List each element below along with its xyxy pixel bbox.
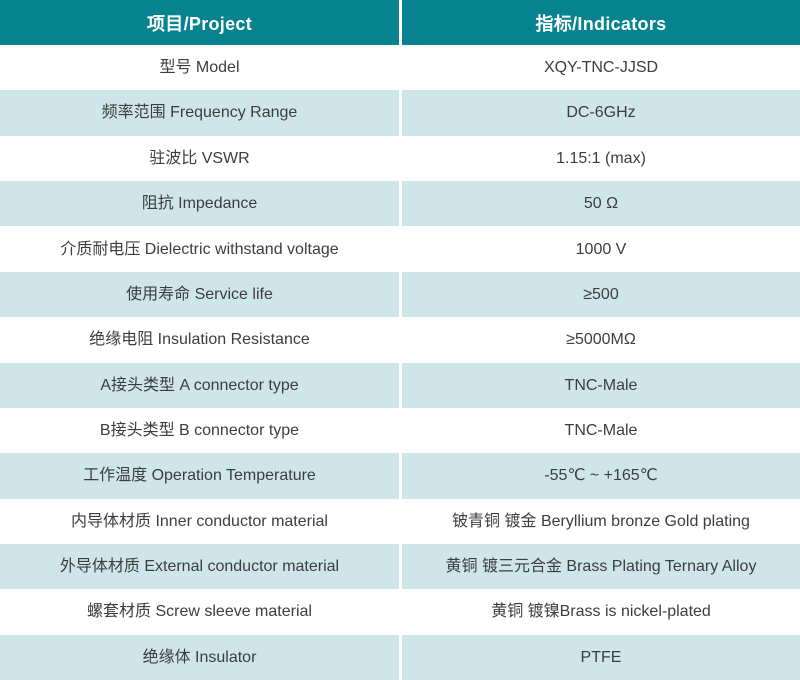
row-label: 外导体材质 External conductor material: [0, 543, 399, 590]
row-label: 使用寿命 Service life: [0, 271, 399, 318]
header-project-cell: 项目/Project: [0, 0, 399, 45]
row-value: XQY-TNC-JJSD: [402, 45, 800, 91]
table-row: 绝缘体 Insulator PTFE: [0, 634, 800, 680]
table-row: 阻抗 Impedance 50 Ω: [0, 181, 800, 227]
table-row: 频率范围 Frequency Range DC-6GHz: [0, 90, 800, 136]
row-value: 铍青铜 镀金 Beryllium bronze Gold plating: [402, 498, 800, 544]
table-header-row: 项目/Project 指标/Indicators: [0, 0, 800, 45]
row-value: -55℃ ~ +165℃: [402, 453, 800, 499]
row-value: 1.15:1 (max): [402, 135, 800, 182]
table-row: 驻波比 VSWR 1.15:1 (max): [0, 135, 800, 182]
table-row: 使用寿命 Service life ≥500: [0, 271, 800, 318]
table-row: 工作温度 Operation Temperature -55℃ ~ +165℃: [0, 453, 800, 499]
row-value: 黄铜 镀镍Brass is nickel-plated: [402, 589, 800, 635]
row-label: 介质耐电压 Dielectric withstand voltage: [0, 226, 399, 272]
row-value: ≥5000MΩ: [402, 317, 800, 363]
row-value: PTFE: [402, 634, 800, 680]
row-label: 频率范围 Frequency Range: [0, 90, 399, 136]
row-label: 工作温度 Operation Temperature: [0, 453, 399, 499]
row-value: DC-6GHz: [402, 90, 800, 136]
row-label: 绝缘体 Insulator: [0, 634, 399, 680]
row-value: 1000 V: [402, 226, 800, 272]
row-value: 50 Ω: [402, 181, 800, 227]
table-row: 型号 Model XQY-TNC-JJSD: [0, 45, 800, 91]
table-row: 介质耐电压 Dielectric withstand voltage 1000 …: [0, 226, 800, 272]
row-label: 阻抗 Impedance: [0, 181, 399, 227]
row-label: 螺套材质 Screw sleeve material: [0, 589, 399, 635]
table-row: 内导体材质 Inner conductor material 铍青铜 镀金 Be…: [0, 498, 800, 544]
table-row: 螺套材质 Screw sleeve material 黄铜 镀镍Brass is…: [0, 589, 800, 635]
row-label: 内导体材质 Inner conductor material: [0, 498, 399, 544]
row-value: ≥500: [402, 271, 800, 318]
row-label: B接头类型 B connector type: [0, 407, 399, 454]
row-label: 型号 Model: [0, 45, 399, 91]
row-label: A接头类型 A connector type: [0, 362, 399, 408]
row-value: 黄铜 镀三元合金 Brass Plating Ternary Alloy: [402, 543, 800, 590]
table-row: B接头类型 B connector type TNC-Male: [0, 407, 800, 454]
row-label: 绝缘电阻 Insulation Resistance: [0, 317, 399, 363]
table-row: 绝缘电阻 Insulation Resistance ≥5000MΩ: [0, 317, 800, 363]
header-indicators-cell: 指标/Indicators: [402, 0, 800, 45]
row-value: TNC-Male: [402, 407, 800, 454]
row-value: TNC-Male: [402, 362, 800, 408]
row-label: 驻波比 VSWR: [0, 135, 399, 182]
table-row: A接头类型 A connector type TNC-Male: [0, 362, 800, 408]
table-row: 外导体材质 External conductor material 黄铜 镀三元…: [0, 543, 800, 590]
